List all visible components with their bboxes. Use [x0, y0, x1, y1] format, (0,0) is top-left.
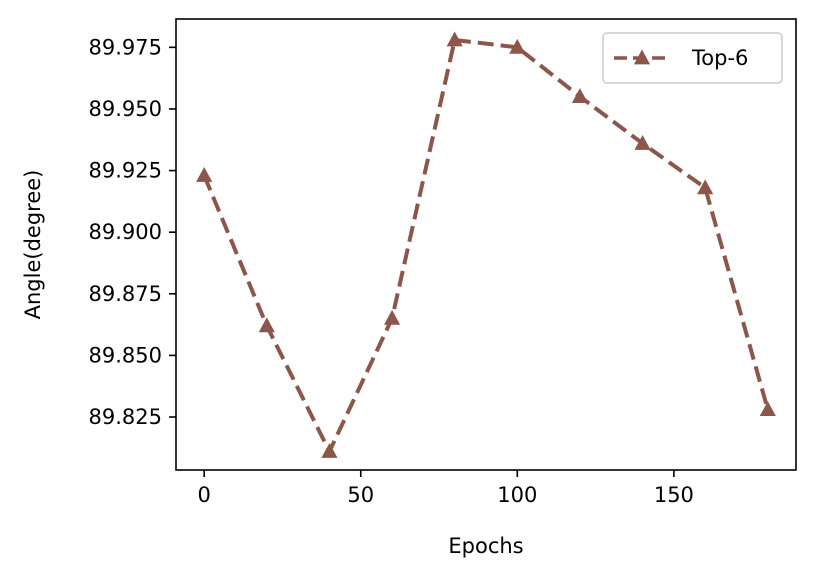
- y-axis-ticks: 89.825 89.850 89.875 89.900 89.925 89.950 89.9…: [89, 35, 176, 429]
- data-point-marker: [759, 401, 776, 416]
- data-point-marker: [697, 179, 714, 195]
- y-tick-label: 89.900: [89, 220, 162, 244]
- y-tick-label: 89.950: [89, 97, 162, 121]
- legend-box: [602, 32, 783, 84]
- legend-triangle-marker: [633, 49, 651, 65]
- y-tick-label: 89.825: [89, 405, 162, 429]
- data-point-marker: [383, 309, 401, 325]
- x-axis-label: Epochs: [448, 534, 523, 558]
- y-tick-label: 89.875: [89, 282, 162, 306]
- data-point-marker: [258, 317, 275, 333]
- y-tick-label: 89.925: [89, 159, 162, 183]
- data-point-marker: [196, 166, 213, 182]
- data-point-marker: [634, 134, 651, 150]
- data-point-marker: [321, 443, 338, 458]
- data-point-marker: [571, 88, 589, 104]
- x-tick-label: 50: [347, 483, 374, 507]
- x-tick-label: 150: [654, 483, 694, 507]
- plot-frame: [175, 18, 797, 471]
- y-tick-label: 89.850: [89, 343, 162, 367]
- x-tick-label: 0: [197, 483, 210, 507]
- data-point-marker: [509, 38, 526, 54]
- x-tick-label: 100: [497, 483, 537, 507]
- series-line-top-6: [202, 37, 770, 454]
- legend: Top-6: [602, 32, 783, 84]
- data-point-marker: [446, 31, 463, 47]
- series-layer: [196, 31, 776, 458]
- y-axis-label: Angle(degree): [21, 170, 45, 320]
- y-tick-label: 89.975: [89, 35, 162, 59]
- legend-entry-label: Top-6: [691, 46, 748, 70]
- x-axis-ticks: 0 50 100 150: [197, 470, 694, 507]
